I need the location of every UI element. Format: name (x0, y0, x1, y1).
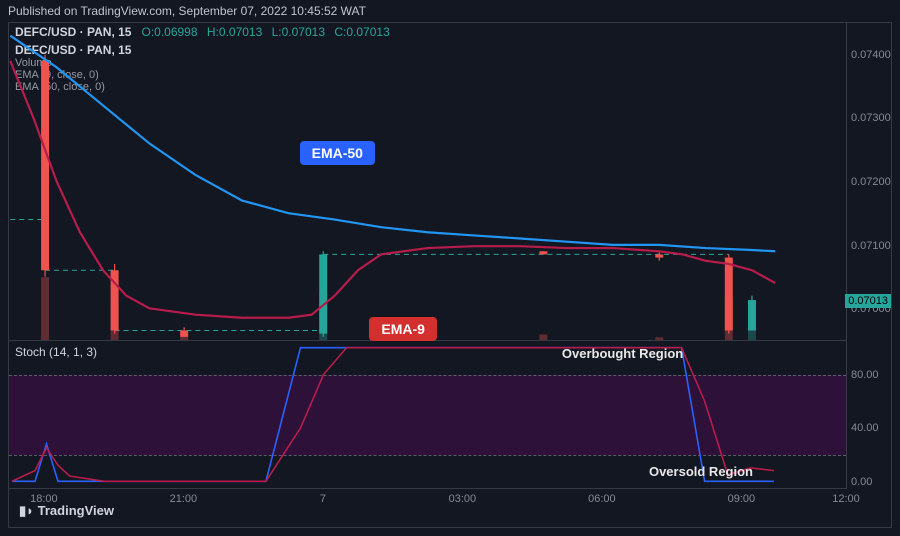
x-tick: 12:00 (832, 493, 860, 505)
x-tick: 21:00 (170, 493, 198, 505)
y-tick: 0.07400 (851, 49, 891, 61)
x-tick: 06:00 (588, 493, 616, 505)
last-price-tag: 0.07013 (845, 294, 891, 308)
x-tick: 7 (320, 493, 326, 505)
y-tick: 0.00 (851, 476, 872, 488)
x-axis: 18:0021:00703:0006:0009:0012:00 (9, 489, 846, 527)
y-tick: 0.07200 (851, 176, 891, 188)
price-svg (9, 23, 846, 340)
tradingview-logo: ▮◗ TradingView (19, 503, 114, 519)
y-tick: 80.00 (851, 369, 879, 381)
y-tick: 0.07300 (851, 112, 891, 124)
tv-logo-text: TradingView (38, 503, 114, 518)
oversold-label: Oversold Region (649, 464, 753, 479)
chart-container: DEFC/USD · PAN, 15 O:0.06998 H:0.07013 L… (8, 22, 892, 528)
x-tick: 03:00 (449, 493, 477, 505)
y-tick: 40.00 (851, 422, 879, 434)
y-tick: 0.07100 (851, 240, 891, 252)
publish-header: Published on TradingView.com, September … (0, 0, 900, 22)
y-axis-stoch: 0.00 40.00 80.00 (846, 341, 891, 489)
x-tick: 09:00 (728, 493, 756, 505)
ema50-label: EMA-50 (300, 141, 375, 165)
y-axis-price: 0.070000.071000.072000.073000.074000.070… (846, 23, 891, 341)
stoch-pane[interactable]: Stoch (14, 1, 3) Overbought Region Overs… (9, 341, 846, 489)
ema9-label: EMA-9 (369, 317, 437, 341)
price-pane[interactable]: DEFC/USD · PAN, 15 Volume EMA (9, close,… (9, 23, 846, 341)
tv-logo-icon: ▮◗ (19, 503, 38, 518)
overbought-label: Overbought Region (562, 346, 683, 361)
